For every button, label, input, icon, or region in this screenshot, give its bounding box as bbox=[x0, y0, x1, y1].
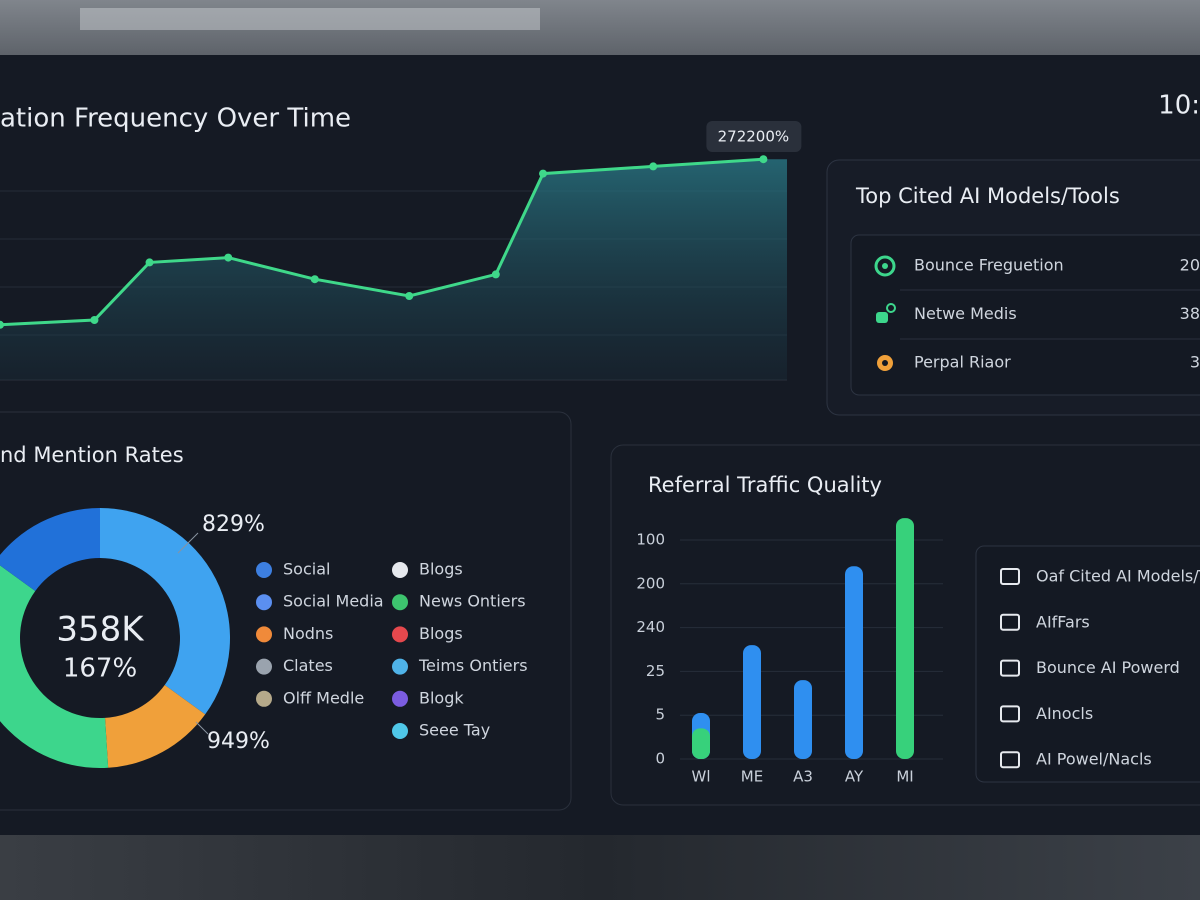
icon bbox=[886, 303, 896, 313]
x-tick-label: Wl bbox=[692, 768, 711, 786]
legend-swatch bbox=[392, 594, 408, 611]
y-tick-label: 5 bbox=[655, 706, 665, 724]
point bbox=[90, 316, 99, 324]
point bbox=[310, 275, 319, 284]
list-item: Oaf Cited AI Models/T bbox=[1036, 567, 1200, 586]
icon bbox=[1000, 705, 1020, 723]
legend-swatch bbox=[392, 723, 408, 739]
point bbox=[145, 258, 154, 267]
row-label: Bounce Freguetion bbox=[914, 256, 1064, 275]
icon bbox=[1000, 568, 1020, 585]
point bbox=[0, 320, 4, 329]
legend-swatch bbox=[256, 626, 272, 643]
legend-label: Social bbox=[283, 560, 330, 579]
point bbox=[405, 292, 414, 300]
list-item: AI Powel/Nacls bbox=[1036, 750, 1152, 769]
row-value: 3 bbox=[1190, 353, 1200, 372]
chart-title: Referral Traffic Quality bbox=[648, 473, 882, 497]
chart-title: nd Mention Rates bbox=[0, 443, 184, 467]
x-tick-label: ME bbox=[741, 768, 763, 786]
point bbox=[224, 253, 233, 262]
list-item: AIfFars bbox=[1036, 612, 1090, 631]
donut-segment bbox=[0, 565, 109, 768]
legend-swatch bbox=[392, 690, 408, 707]
legend-label: Social Media bbox=[283, 592, 384, 611]
y-tick-label: 200 bbox=[636, 574, 665, 592]
panel-title: Top Cited AI Models/Tools bbox=[855, 184, 1120, 208]
y-tick-label: 25 bbox=[646, 662, 665, 680]
time: 10: bbox=[1158, 91, 1200, 121]
chart-title: ation Frequency Over Time bbox=[0, 104, 351, 134]
legend-label: Blogk bbox=[419, 688, 464, 707]
point bbox=[491, 270, 500, 279]
annotation: 829% bbox=[202, 512, 265, 537]
x-tick-label: MI bbox=[896, 768, 913, 786]
center-label: 167% bbox=[63, 654, 137, 684]
icon bbox=[1000, 751, 1020, 769]
leader bbox=[195, 721, 209, 735]
bar bbox=[845, 566, 863, 759]
bar bbox=[692, 728, 710, 759]
list-item: AInocls bbox=[1036, 704, 1093, 723]
background-bottom bbox=[0, 830, 1200, 900]
legend-label: Teims Ontiers bbox=[418, 656, 528, 675]
row-label: Perpal Riaor bbox=[914, 353, 1011, 372]
annotation: 272200% bbox=[718, 128, 790, 146]
legend-swatch bbox=[256, 562, 272, 578]
row-value: 20 bbox=[1180, 256, 1200, 275]
bar bbox=[794, 680, 812, 759]
center-value: 358K bbox=[56, 610, 145, 650]
row-label: Netwe Medis bbox=[914, 304, 1017, 323]
y-tick-label: 0 bbox=[655, 750, 665, 768]
y-tick-label: 240 bbox=[636, 618, 665, 636]
icon bbox=[1000, 659, 1020, 677]
icon bbox=[1000, 613, 1020, 631]
legend-swatch bbox=[392, 626, 408, 643]
point bbox=[759, 155, 768, 164]
donut-segment bbox=[0, 508, 100, 591]
legend-swatch bbox=[256, 594, 272, 611]
x-tick-label: AY bbox=[845, 768, 864, 786]
row-value: 38 bbox=[1180, 304, 1200, 323]
donut-segment bbox=[100, 508, 231, 715]
area bbox=[0, 159, 787, 380]
legend-label: Nodns bbox=[283, 624, 333, 643]
y-tick-label: 100 bbox=[636, 530, 665, 548]
bar bbox=[743, 645, 761, 759]
legend-label: Blogs bbox=[419, 560, 463, 579]
icon bbox=[876, 312, 888, 323]
legend-label: Seee Tay bbox=[419, 721, 490, 740]
top-cited-box bbox=[850, 234, 1200, 396]
icon bbox=[882, 263, 888, 269]
donut-segment bbox=[105, 685, 206, 768]
background-light bbox=[80, 8, 540, 30]
leader bbox=[177, 532, 199, 554]
legend-label: Blogs bbox=[419, 624, 463, 643]
legend-swatch bbox=[392, 562, 408, 578]
annotation: 949% bbox=[207, 729, 270, 754]
point bbox=[539, 169, 548, 178]
list-item: Bounce AI Powerd bbox=[1036, 658, 1180, 677]
point bbox=[649, 162, 658, 171]
legend-swatch bbox=[256, 658, 272, 675]
legend-label: Clates bbox=[283, 656, 333, 675]
legend-label: Olff Medle bbox=[283, 688, 364, 707]
x-tick-label: A3 bbox=[793, 768, 813, 786]
legend-swatch bbox=[256, 690, 272, 707]
line bbox=[0, 157, 764, 327]
legend-swatch bbox=[392, 658, 408, 675]
icon bbox=[874, 255, 896, 277]
annotation-box bbox=[706, 121, 802, 152]
legend-label: News Ontiers bbox=[419, 592, 526, 611]
bar bbox=[896, 518, 914, 759]
side-list-box bbox=[975, 545, 1200, 783]
icon bbox=[882, 360, 888, 366]
